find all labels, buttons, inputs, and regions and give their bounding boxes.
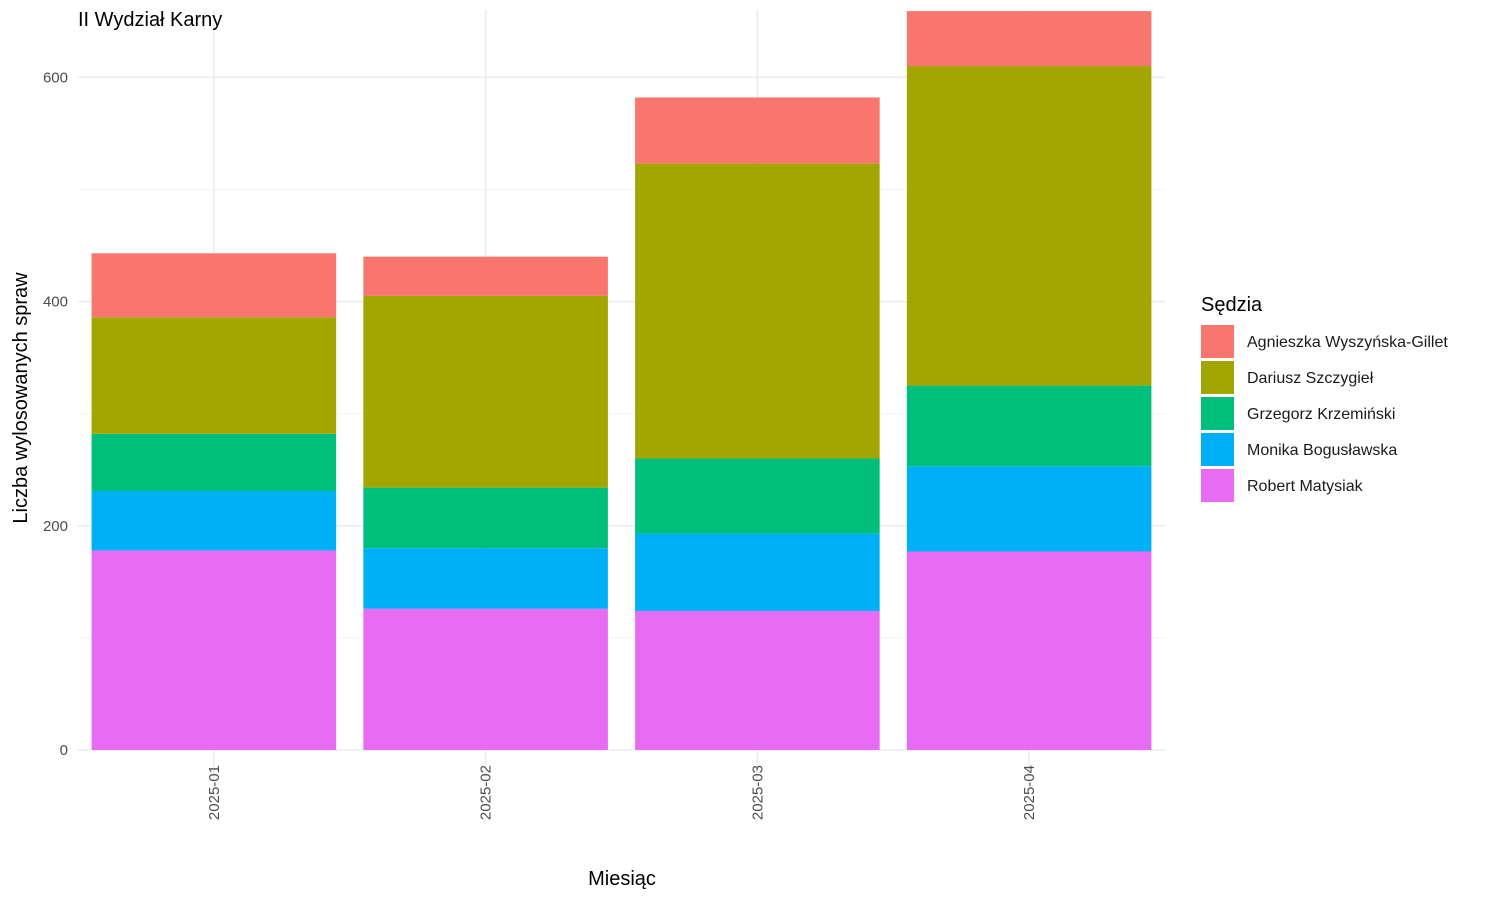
bar-segment: [363, 487, 608, 549]
bar-segment: [363, 295, 608, 488]
y-tick-label: 200: [43, 518, 68, 535]
legend-title: Sędzia: [1201, 294, 1263, 316]
y-tick-label: 0: [60, 742, 68, 759]
legend-label: Dariusz Szczygieł: [1247, 370, 1374, 387]
x-tick-label: 2025-01: [206, 765, 223, 820]
legend-label: Robert Matysiak: [1247, 478, 1364, 495]
legend-swatch: [1201, 325, 1234, 358]
y-axis-ticks: 0 200 400 600: [43, 69, 68, 759]
bar-segment: [635, 458, 880, 534]
bar-segment: [635, 163, 880, 459]
y-tick-label: 600: [43, 69, 68, 86]
bar-segment: [635, 610, 880, 750]
bar-segment: [363, 548, 608, 609]
legend-label: Monika Bogusławska: [1247, 442, 1397, 459]
legend: Agnieszka Wyszyńska-Gillet Dariusz Szczyg…: [1201, 325, 1448, 502]
bar-segment: [635, 97, 880, 164]
x-tick-label: 2025-03: [749, 765, 766, 820]
legend-swatch: [1201, 397, 1234, 430]
bar-segment: [91, 253, 337, 318]
y-axis-title: Liczba wylosowanych spraw: [10, 272, 32, 524]
bar-segment: [635, 533, 880, 611]
legend-swatch: [1201, 361, 1234, 394]
bar-segment: [906, 385, 1152, 467]
x-tick-label: 2025-04: [1021, 765, 1038, 820]
bars: [91, 11, 1152, 750]
y-tick-label: 400: [43, 294, 68, 311]
bar-segment: [363, 608, 608, 750]
x-tick-label: 2025-02: [478, 765, 495, 820]
bar-segment: [906, 551, 1152, 750]
bar-segment: [906, 466, 1152, 552]
bar-segment: [91, 550, 337, 750]
legend-swatch: [1201, 433, 1234, 466]
x-axis-ticks: 2025-01 2025-02 2025-03 2025-04: [206, 765, 1038, 820]
legend-swatch: [1201, 469, 1234, 502]
bar-segment: [91, 433, 337, 491]
bar-segment: [91, 491, 337, 551]
chart-title: II Wydział Karny: [78, 9, 222, 31]
legend-label: Grzegorz Krzemiński: [1247, 406, 1395, 423]
bar-segment: [906, 11, 1152, 67]
legend-label: Agnieszka Wyszyńska-Gillet: [1247, 334, 1448, 351]
bar-segment: [363, 256, 608, 296]
bar-segment: [906, 66, 1152, 386]
x-axis-title: Miesiąc: [588, 868, 656, 890]
bar-segment: [91, 317, 337, 434]
